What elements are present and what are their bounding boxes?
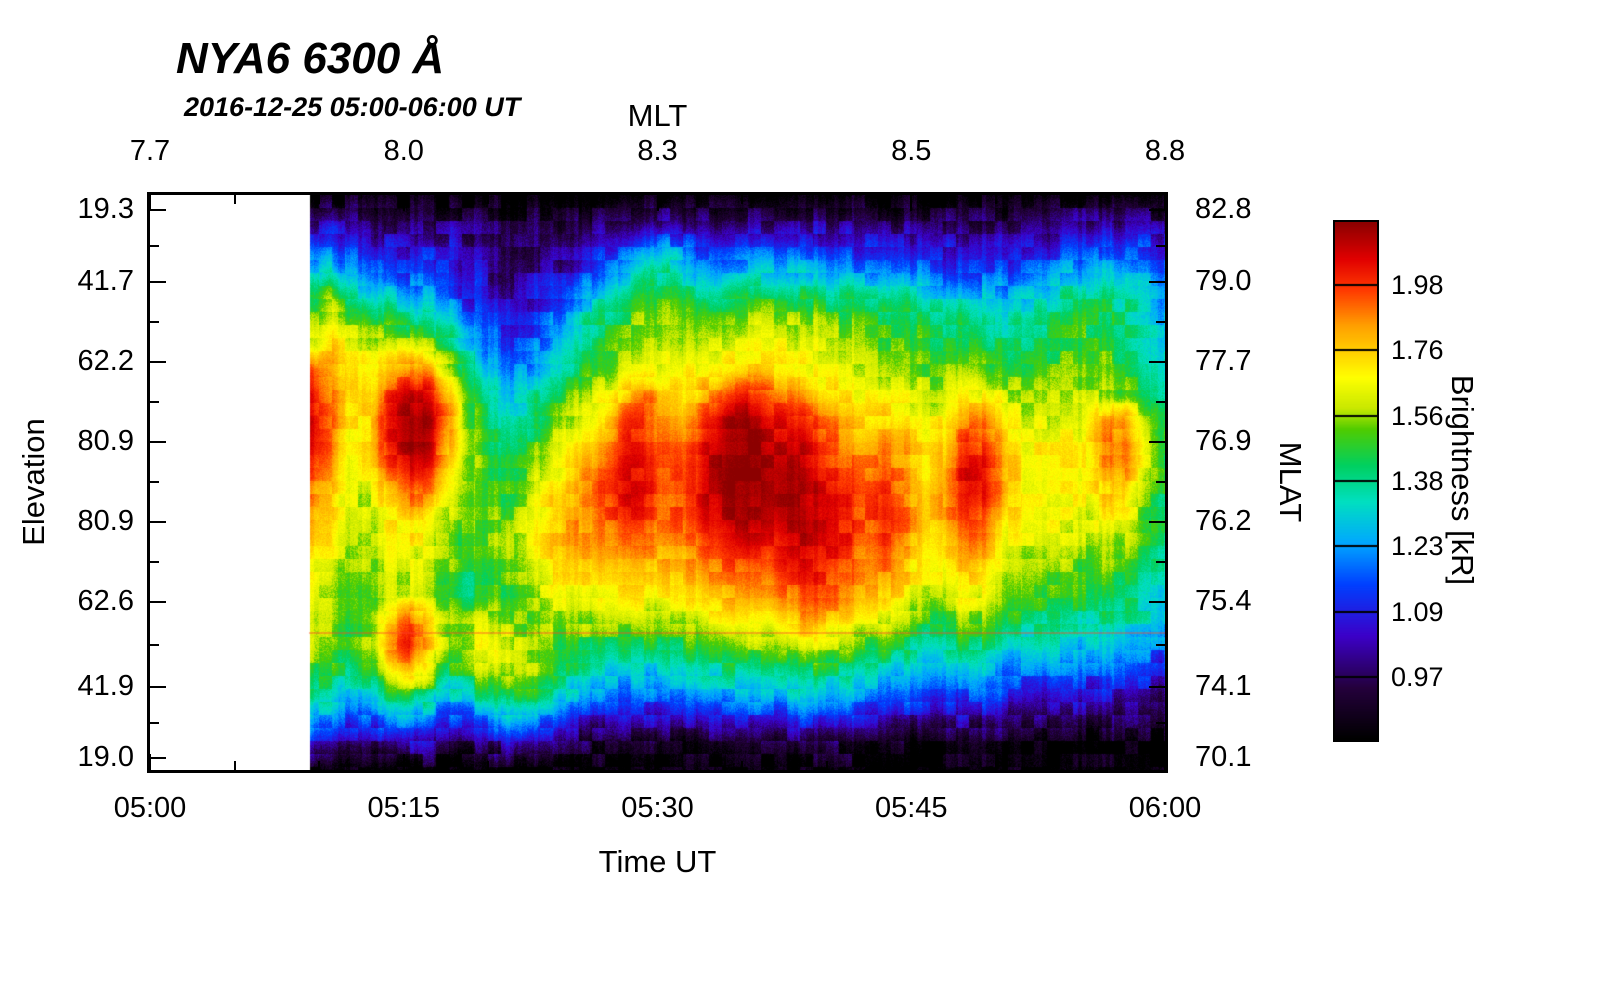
left-tick-mark <box>150 481 159 484</box>
mlat-tick-label: 76.2 <box>1195 505 1252 538</box>
x-tick-label: 05:15 <box>367 792 441 824</box>
bottom-tick-mark <box>402 754 405 770</box>
colorbar-title: Brightness [kR] <box>1445 374 1480 586</box>
top-tick-mark <box>487 195 490 204</box>
mlat-tick-label: 82.8 <box>1195 192 1252 225</box>
left-tick-mark <box>150 756 166 759</box>
mlt-tick-label: 8.8 <box>1144 135 1186 167</box>
chart-title: NYA6 6300 Å <box>176 34 445 83</box>
right-tick-mark <box>1156 320 1165 323</box>
top-tick-mark <box>402 195 405 211</box>
top-tick-mark <box>994 195 997 204</box>
right-tick-mark <box>1149 686 1165 689</box>
right-tick-mark <box>1149 601 1165 604</box>
bottom-tick-mark <box>910 754 913 770</box>
bottom-tick-mark <box>1164 754 1166 770</box>
right-tick-mark <box>1149 441 1165 444</box>
left-tick-mark <box>150 244 159 247</box>
top-axis-title: MLT <box>627 98 688 133</box>
bottom-tick-mark <box>656 754 659 770</box>
elevation-tick-label: 41.7 <box>77 264 134 297</box>
right-tick-mark <box>1156 481 1165 484</box>
bottom-tick-mark <box>825 761 828 770</box>
right-tick-mark <box>1156 721 1165 724</box>
left-tick-mark <box>150 721 159 724</box>
colorbar-tick-label: 1.56 <box>1391 400 1444 431</box>
top-tick-mark <box>571 195 574 204</box>
right-tick-mark <box>1149 756 1165 759</box>
right-axis-title: MLAT <box>1273 441 1308 523</box>
colorbar-tick-label: 0.97 <box>1391 661 1444 692</box>
top-tick-mark <box>1164 195 1166 211</box>
top-tick-mark <box>656 195 659 211</box>
elevation-tick-label: 19.0 <box>77 740 134 773</box>
colorbar-tick-label: 1.38 <box>1391 466 1444 496</box>
top-tick-mark <box>825 195 828 204</box>
right-tick-mark <box>1149 208 1165 211</box>
top-tick-mark <box>233 195 236 204</box>
elevation-tick-label: 41.9 <box>77 670 134 703</box>
mlat-tick-label: 74.1 <box>1195 670 1252 703</box>
left-tick-mark <box>150 208 166 211</box>
mlat-tick-label: 75.4 <box>1195 585 1252 618</box>
mlat-tick-label: 79.0 <box>1195 264 1252 297</box>
bottom-tick-mark <box>487 761 490 770</box>
elevation-tick-label: 62.6 <box>77 585 134 618</box>
top-tick-mark <box>1079 195 1082 204</box>
left-tick-mark <box>150 320 159 323</box>
top-tick-mark <box>741 195 744 204</box>
colorbar-tick-label: 1.76 <box>1391 335 1444 366</box>
left-tick-mark <box>150 561 159 564</box>
bottom-tick-mark <box>571 761 574 770</box>
mlat-tick-label: 70.1 <box>1195 740 1252 773</box>
mlt-tick-label: 8.3 <box>637 135 678 167</box>
bottom-tick-mark <box>741 761 744 770</box>
x-tick-label: 05:45 <box>874 792 948 824</box>
left-tick-mark <box>150 280 166 283</box>
left-tick-mark <box>150 401 159 403</box>
right-tick-mark <box>1149 521 1165 524</box>
mlat-tick-label: 76.9 <box>1195 425 1252 458</box>
colorbar-tick-label: 1.23 <box>1391 531 1444 562</box>
bottom-tick-mark <box>233 761 236 770</box>
bottom-tick-mark <box>994 761 997 770</box>
mlt-tick-label: 8.5 <box>891 135 932 167</box>
bottom-tick-mark <box>1079 761 1082 770</box>
elevation-tick-label: 80.9 <box>77 505 134 538</box>
x-tick-label: 05:30 <box>621 792 694 824</box>
right-tick-mark <box>1156 401 1165 403</box>
left-tick-mark <box>150 360 166 363</box>
right-tick-mark <box>1149 280 1165 283</box>
x-tick-label: 06:00 <box>1128 792 1202 824</box>
left-tick-mark <box>150 643 159 646</box>
colorbar-tick-label: 1.09 <box>1391 596 1444 627</box>
chart-subtitle: 2016-12-25 05:00-06:00 UT <box>184 92 521 122</box>
left-tick-mark <box>150 601 166 604</box>
bottom-axis-title: Time UT <box>598 844 717 879</box>
left-tick-mark <box>150 521 166 524</box>
top-tick-mark <box>910 195 913 211</box>
elevation-tick-label: 62.2 <box>77 344 134 377</box>
left-tick-mark <box>150 686 166 689</box>
mlt-tick-label: 8.0 <box>383 135 424 167</box>
colorbar-tick-label: 1.98 <box>1391 270 1444 301</box>
top-tick-mark <box>149 195 151 211</box>
elevation-tick-label: 19.3 <box>77 192 134 225</box>
right-tick-mark <box>1156 561 1165 564</box>
mlt-tick-label: 7.7 <box>129 135 171 167</box>
heatmap-canvas <box>150 195 1165 770</box>
colorbar-canvas <box>1335 222 1377 740</box>
right-tick-mark <box>1149 360 1165 363</box>
elevation-tick-label: 80.9 <box>77 425 134 458</box>
mlat-tick-label: 77.7 <box>1195 344 1252 377</box>
x-tick-label: 05:00 <box>113 792 187 824</box>
left-tick-mark <box>150 441 166 444</box>
right-tick-mark <box>1156 643 1165 646</box>
bottom-tick-mark <box>149 754 151 770</box>
right-tick-mark <box>1156 244 1165 247</box>
bottom-tick-mark <box>318 761 321 770</box>
top-tick-mark <box>318 195 321 204</box>
